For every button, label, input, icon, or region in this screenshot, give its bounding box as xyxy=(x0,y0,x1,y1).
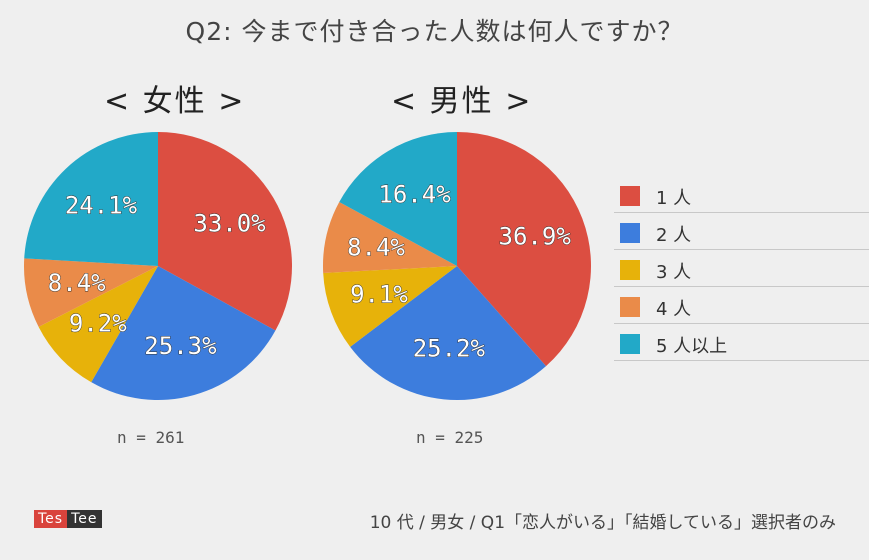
female-pie-chart: 33.0% 25.3% 9.2% 8.4% 24.1% xyxy=(24,132,292,400)
legend-swatch xyxy=(620,186,640,206)
male-pie-slice-1 xyxy=(457,132,591,367)
female-pie-slice-4 xyxy=(24,258,159,327)
male-pie-slice-5 xyxy=(339,132,457,266)
legend-label: 4 人 xyxy=(656,299,692,320)
female-sample-size: n = 261 xyxy=(117,428,185,447)
male-pie-data-label: 8.4% xyxy=(347,234,405,262)
male-pie-data-label: 25.2% xyxy=(413,335,486,363)
footer-note: 10 代 / 男女 / Q1「恋人がいる」「結婚している」選択者のみ xyxy=(369,513,836,533)
legend-label: 5 人以上 xyxy=(656,336,728,357)
male-chart-title: < 男性 > xyxy=(391,84,533,119)
female-pie-data-label: 24.1% xyxy=(65,192,138,220)
testee-logo: Tes Tee xyxy=(34,510,102,528)
legend: 1 人 2 人 3 人 4 人 5 人以上 xyxy=(614,180,869,365)
legend-swatch xyxy=(620,260,640,280)
legend-swatch xyxy=(620,297,640,317)
female-pie-slice-2 xyxy=(91,266,276,400)
female-pie-data-label: 9.2% xyxy=(69,309,127,337)
female-chart-title: < 女性 > xyxy=(104,84,246,119)
male-pie-data-label: 16.4% xyxy=(378,181,451,209)
male-pie-chart: 36.9% 25.2%9.1% 8.4% 16.4% xyxy=(323,132,591,400)
female-pie-slice-1 xyxy=(158,132,292,331)
legend-label: 1 人 xyxy=(656,188,692,209)
legend-item: 1 人 xyxy=(614,180,869,213)
chart-main-title: Q2: 今まで付き合った人数は何人ですか？ xyxy=(185,17,684,46)
legend-swatch xyxy=(620,223,640,243)
male-pie-slice-2 xyxy=(350,266,547,400)
female-pie-data-label: 8.4% xyxy=(48,269,106,297)
male-pie-data-label: 36.9% xyxy=(499,222,572,250)
logo-part-tee: Tee xyxy=(67,510,102,528)
legend-label: 2 人 xyxy=(656,225,692,246)
legend-item: 3 人 xyxy=(614,254,869,287)
female-pie-slice-3 xyxy=(38,266,158,383)
legend-item: 5 人以上 xyxy=(614,328,869,361)
male-pie-slice-4 xyxy=(323,202,457,274)
female-pie-slice-5 xyxy=(24,132,159,266)
male-pie-data-label: 9.1% xyxy=(350,281,408,309)
female-pie-data-label: 33.0% xyxy=(193,210,266,238)
legend-item: 2 人 xyxy=(614,217,869,250)
male-pie-slice-3 xyxy=(323,266,457,347)
female-pie-data-label: 25.3% xyxy=(144,332,217,360)
male-sample-size: n = 225 xyxy=(416,428,484,447)
legend-item: 4 人 xyxy=(614,291,869,324)
logo-part-tes: Tes xyxy=(34,510,68,528)
legend-swatch xyxy=(620,334,640,354)
legend-label: 3 人 xyxy=(656,262,692,283)
